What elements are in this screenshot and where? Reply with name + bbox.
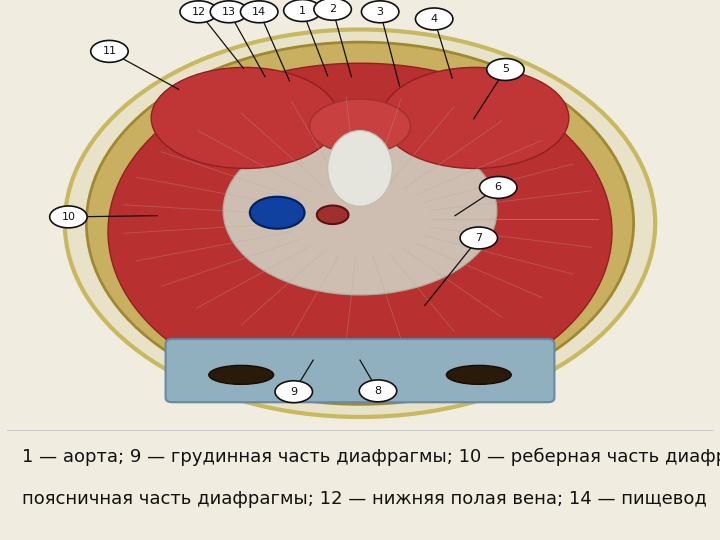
Ellipse shape <box>310 99 410 154</box>
Circle shape <box>240 1 278 23</box>
Circle shape <box>487 58 524 80</box>
Text: 1 — аорта; 9 — грудинная часть диафрагмы; 10 — реберная часть диафрагмы; 11 —: 1 — аорта; 9 — грудинная часть диафрагмы… <box>22 447 720 465</box>
Ellipse shape <box>86 42 634 404</box>
Text: 4: 4 <box>431 14 438 24</box>
Circle shape <box>480 177 517 198</box>
Text: 5: 5 <box>502 64 509 75</box>
Circle shape <box>317 206 348 224</box>
Circle shape <box>275 381 312 403</box>
Text: 8: 8 <box>374 386 382 396</box>
Text: поясничная часть диафрагмы; 12 — нижняя полая вена; 14 — пищевод: поясничная часть диафрагмы; 12 — нижняя … <box>22 490 706 508</box>
Text: 2: 2 <box>329 4 336 14</box>
Ellipse shape <box>446 366 511 384</box>
Text: 14: 14 <box>252 7 266 17</box>
Text: 10: 10 <box>61 212 76 222</box>
Ellipse shape <box>382 68 569 168</box>
Ellipse shape <box>328 131 392 206</box>
Text: 9: 9 <box>290 387 297 397</box>
Text: 6: 6 <box>495 183 502 192</box>
Circle shape <box>180 1 217 23</box>
Text: 12: 12 <box>192 7 206 17</box>
Circle shape <box>359 380 397 402</box>
FancyBboxPatch shape <box>166 339 554 402</box>
Ellipse shape <box>108 63 612 400</box>
Circle shape <box>250 197 305 229</box>
Circle shape <box>314 0 351 20</box>
Circle shape <box>415 8 453 30</box>
Text: 3: 3 <box>377 7 384 17</box>
Ellipse shape <box>65 30 655 417</box>
Circle shape <box>361 1 399 23</box>
Text: 13: 13 <box>222 7 236 17</box>
Circle shape <box>284 0 321 22</box>
Circle shape <box>210 1 248 23</box>
Circle shape <box>91 40 128 62</box>
Text: 1: 1 <box>299 5 306 16</box>
Circle shape <box>50 206 87 228</box>
Ellipse shape <box>151 68 338 168</box>
Circle shape <box>460 227 498 249</box>
Text: 11: 11 <box>102 46 117 56</box>
Ellipse shape <box>223 126 497 295</box>
Ellipse shape <box>209 366 274 384</box>
Text: 7: 7 <box>475 233 482 243</box>
